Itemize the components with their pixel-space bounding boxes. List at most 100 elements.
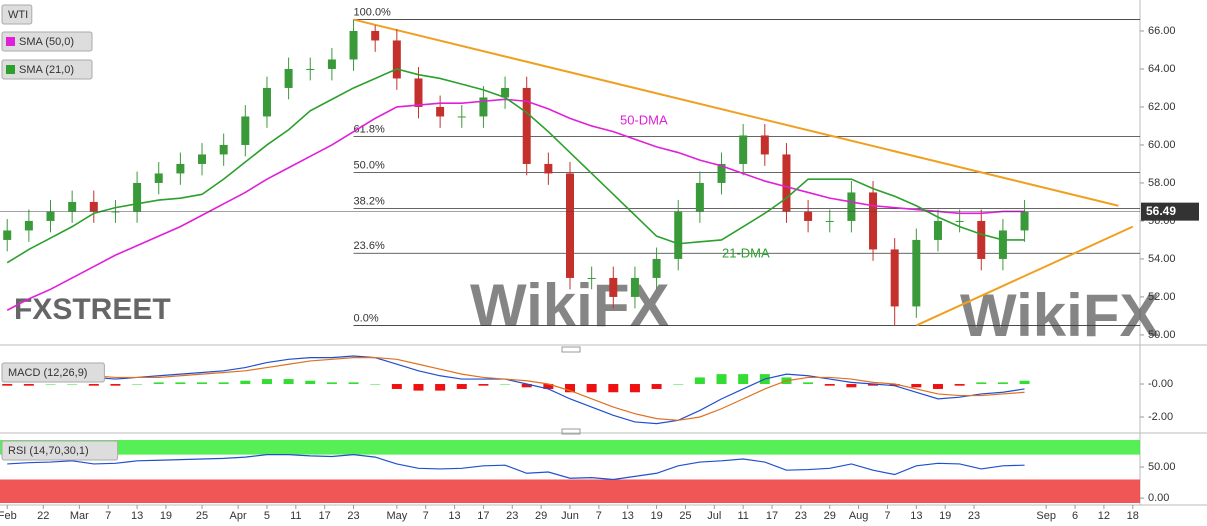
y-tick-label: 64.00 [1148, 63, 1176, 75]
candle-body [630, 277, 639, 297]
candle-body [241, 116, 250, 145]
annotation: 50-DMA [620, 112, 668, 127]
candle-body [782, 154, 791, 212]
candle-body [327, 59, 336, 69]
candle-body [912, 239, 921, 307]
candle-body [198, 154, 207, 164]
fib-label: 50.0% [354, 159, 385, 171]
x-tick-label: Sep [1036, 510, 1056, 522]
macd-histogram-bar [261, 379, 272, 385]
legend-label: RSI (14,70,30,1) [8, 445, 89, 457]
x-tick-label: Aug [849, 510, 869, 522]
x-tick-label: 25 [679, 510, 691, 522]
trendline [915, 225, 1134, 327]
candle-body [479, 97, 488, 117]
x-tick-label: 29 [535, 510, 547, 522]
legend-swatch [6, 37, 15, 46]
x-tick-label: 22 [37, 510, 49, 522]
macd-histogram-bar [1019, 380, 1030, 385]
macd-histogram-bar [673, 384, 684, 385]
macd-histogram-bar [2, 384, 13, 386]
x-tick-label: 11 [290, 510, 301, 522]
annotation: 21-DMA [722, 245, 770, 260]
x-tick-label: 13 [622, 510, 634, 522]
candle-body [847, 192, 856, 221]
macd-line [7, 355, 1025, 425]
fib-label: 100.0% [354, 6, 392, 18]
candle-body [111, 211, 120, 213]
macd-histogram-bar [824, 384, 835, 386]
candle-body [587, 277, 596, 279]
macd-histogram-bar [694, 377, 705, 385]
macd-histogram-bar [565, 384, 575, 393]
y-tick-label: 50.00 [1148, 329, 1176, 341]
macd-histogram-bar [932, 384, 943, 389]
candle-body [804, 211, 813, 221]
macd-histogram-bar [132, 384, 143, 385]
legend-box [1, 362, 105, 383]
x-tick-label: 17 [477, 510, 489, 522]
x-tick-label: 19 [650, 510, 662, 522]
macd-histogram-bar [911, 384, 922, 388]
macd-histogram-bar [175, 382, 186, 385]
x-tick-label: Apr [230, 510, 247, 522]
legend-box [1, 31, 93, 52]
candle-body [674, 211, 683, 259]
x-tick-label: 13 [910, 510, 922, 522]
candle-body [371, 30, 380, 41]
candle-body [695, 182, 704, 212]
candle-body [544, 163, 553, 174]
macd-histogram-bar [326, 382, 337, 385]
macd-histogram-bar [608, 384, 619, 393]
candle-body [717, 163, 726, 183]
candle-body [1020, 211, 1029, 231]
candle-body [933, 220, 942, 240]
candle-body [349, 30, 358, 60]
x-tick-label: 6 [1072, 510, 1078, 522]
macd-histogram-bar [478, 384, 489, 386]
fib-label: 23.6% [354, 240, 385, 252]
macd-histogram-bar [976, 382, 987, 385]
y-tick-label: 60.00 [1148, 139, 1176, 151]
x-tick-label: 29 [824, 510, 836, 522]
candle-body [457, 116, 466, 118]
macd-histogram-bar [868, 384, 879, 386]
resize-handle[interactable] [561, 428, 581, 435]
macd-histogram-bar [218, 382, 229, 385]
x-tick-label: 23 [506, 510, 518, 522]
legend-label: SMA (21,0) [19, 64, 74, 76]
x-tick-label: Mar [70, 510, 89, 522]
y-tick-label: 54.00 [1148, 253, 1176, 265]
candle-body [501, 87, 510, 98]
macd-histogram-bar [435, 384, 446, 391]
x-tick-label: Jul [707, 510, 721, 522]
legend-swatch [6, 65, 15, 74]
trendline [353, 18, 1119, 207]
macd-histogram-bar [629, 384, 640, 393]
macd-histogram-bar [45, 384, 56, 385]
sma-line [6, 98, 1025, 311]
x-tick-label: Jun [561, 510, 579, 522]
y-tick-label: 52.00 [1148, 291, 1176, 303]
macd-histogram-bar [283, 379, 294, 385]
macd-histogram-bar [889, 384, 900, 386]
legend-label: MACD (12,26,9) [8, 367, 87, 379]
macd-histogram-bar [23, 384, 34, 386]
y-tick-label: 66.00 [1148, 25, 1176, 37]
candle-body [219, 144, 228, 155]
x-tick-label: 18 [1127, 510, 1139, 522]
legend-box [1, 440, 119, 461]
x-tick-label: 7 [884, 510, 890, 522]
x-tick-label: 13 [131, 510, 143, 522]
macd-histogram-bar [543, 384, 554, 389]
last-price-label: 56.49 [1146, 204, 1176, 218]
resize-handle[interactable] [561, 346, 581, 353]
macd-histogram-bar [240, 380, 251, 385]
candle-body [998, 230, 1007, 259]
x-tick-label: 11 [737, 510, 748, 522]
y-tick-label: 58.00 [1148, 177, 1176, 189]
macd-histogram-bar [803, 382, 814, 385]
candle-body [522, 87, 531, 164]
x-tick-label: May [386, 510, 407, 522]
